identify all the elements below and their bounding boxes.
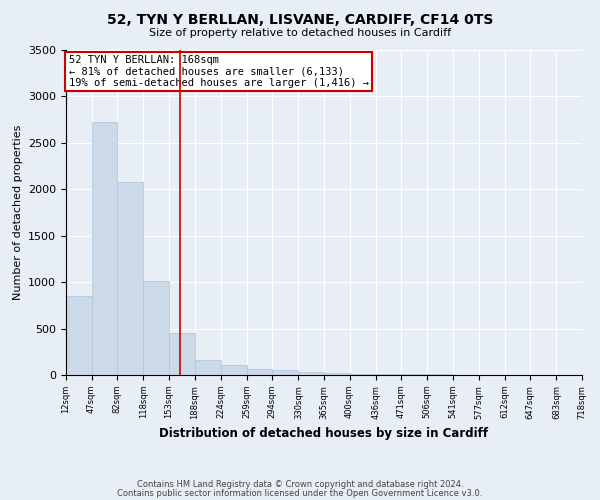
Text: Size of property relative to detached houses in Cardiff: Size of property relative to detached ho… <box>149 28 451 38</box>
Bar <box>272 370 298 375</box>
Bar <box>117 182 143 375</box>
X-axis label: Distribution of detached houses by size in Cardiff: Distribution of detached houses by size … <box>160 427 488 440</box>
Bar <box>401 374 427 375</box>
Text: Contains HM Land Registry data © Crown copyright and database right 2024.: Contains HM Land Registry data © Crown c… <box>137 480 463 489</box>
Y-axis label: Number of detached properties: Number of detached properties <box>13 125 23 300</box>
Bar <box>194 360 221 375</box>
Bar <box>298 372 324 375</box>
Bar <box>221 365 247 375</box>
Bar <box>143 281 169 375</box>
Bar <box>324 373 350 375</box>
Bar <box>169 333 194 375</box>
Text: Contains public sector information licensed under the Open Government Licence v3: Contains public sector information licen… <box>118 488 482 498</box>
Bar <box>427 374 452 375</box>
Bar <box>350 374 376 375</box>
Text: 52 TYN Y BERLLAN: 168sqm
← 81% of detached houses are smaller (6,133)
19% of sem: 52 TYN Y BERLLAN: 168sqm ← 81% of detach… <box>68 55 368 88</box>
Bar <box>376 374 401 375</box>
Bar <box>247 370 272 375</box>
Bar <box>92 122 117 375</box>
Text: 52, TYN Y BERLLAN, LISVANE, CARDIFF, CF14 0TS: 52, TYN Y BERLLAN, LISVANE, CARDIFF, CF1… <box>107 12 493 26</box>
Bar <box>66 296 92 375</box>
